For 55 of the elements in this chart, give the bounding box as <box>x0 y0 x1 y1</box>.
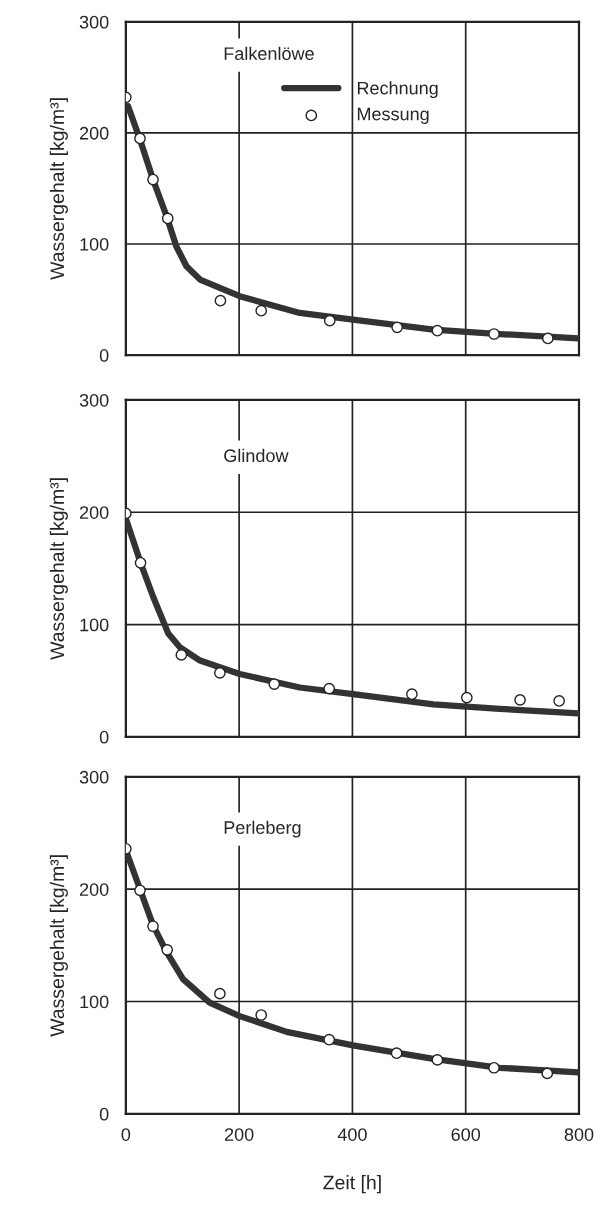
point <box>541 332 554 345</box>
y-axis-title: Wassergehalt [kg/m³] <box>49 855 68 1037</box>
point <box>431 1054 444 1066</box>
point <box>134 556 147 569</box>
point <box>541 1067 554 1080</box>
legend-label: Messung <box>357 107 429 124</box>
legend-label: Rechnung <box>357 81 438 99</box>
y-tick-label: 0 <box>99 730 109 744</box>
point <box>255 304 268 317</box>
point <box>134 884 146 897</box>
point <box>323 1033 336 1046</box>
x-tick-label: 0 <box>121 1128 131 1141</box>
annotation: Perleberg <box>224 820 301 838</box>
x-tick-label: 200 <box>224 1128 254 1141</box>
point <box>214 987 226 1000</box>
y-tick-label: 100 <box>80 618 109 632</box>
x-tick-label: 400 <box>337 1128 367 1141</box>
point <box>268 678 281 690</box>
annotation: Glindow <box>224 448 289 463</box>
point <box>406 688 418 701</box>
point <box>460 691 473 704</box>
y-tick-label: 200 <box>79 126 109 140</box>
y-tick-label: 100 <box>80 237 109 251</box>
point <box>161 212 174 225</box>
y-tick-label: 300 <box>79 770 109 784</box>
point <box>161 944 174 956</box>
point <box>390 1047 403 1060</box>
point <box>514 693 526 706</box>
point <box>323 314 336 327</box>
y-tick-label: 200 <box>79 506 109 519</box>
x-axis-title: Zeit [h] <box>323 1175 381 1194</box>
point <box>214 294 227 307</box>
point <box>431 324 444 337</box>
y-tick-label: 300 <box>79 393 109 407</box>
x-tick-label: 800 <box>564 1128 594 1141</box>
y-axis-title: Wassergehalt [kg/m³] <box>49 98 68 280</box>
point <box>323 682 336 695</box>
y-tick-label: 300 <box>79 15 109 29</box>
y-tick-label: 0 <box>99 1107 109 1121</box>
point <box>214 667 226 679</box>
point <box>391 321 404 334</box>
point <box>488 328 500 340</box>
annotation: Falkenlöwe <box>224 46 314 60</box>
point <box>255 1009 268 1021</box>
point <box>134 132 146 145</box>
point <box>147 920 159 933</box>
y-tick-label: 0 <box>99 349 109 362</box>
y-tick-label: 200 <box>79 883 109 896</box>
y-axis-title: Wassergehalt [kg/m³] <box>49 478 68 660</box>
point <box>147 173 159 186</box>
point <box>175 649 188 661</box>
y-tick-label: 100 <box>80 995 109 1009</box>
point <box>488 1061 500 1074</box>
point <box>553 695 566 707</box>
x-tick-label: 600 <box>451 1128 481 1141</box>
